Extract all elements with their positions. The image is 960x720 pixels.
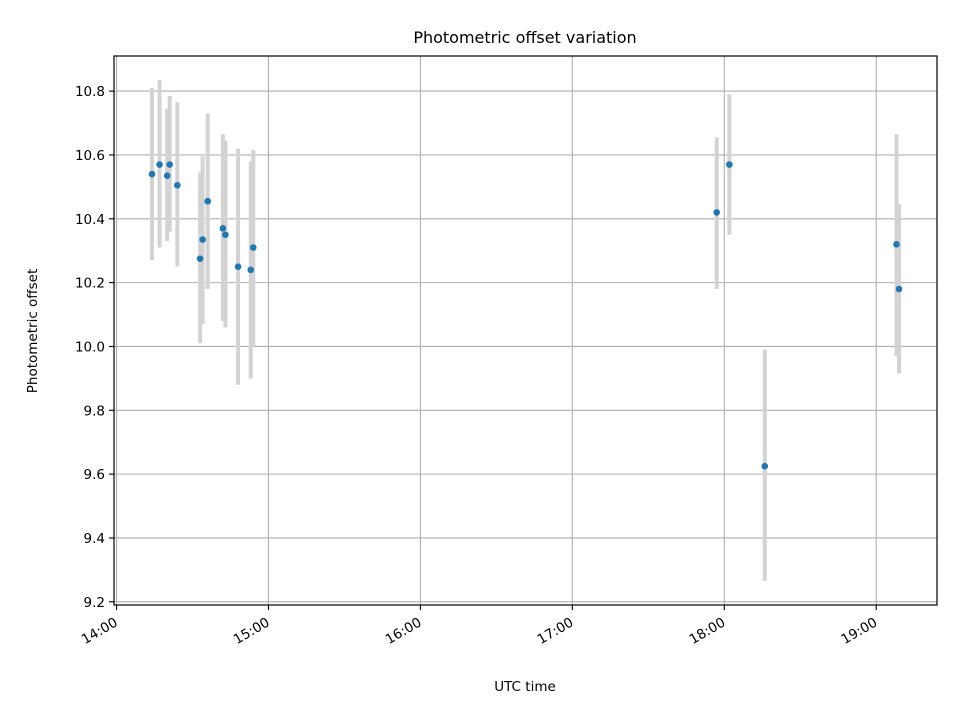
data-point xyxy=(895,285,903,293)
data-point xyxy=(156,161,163,168)
data-point xyxy=(249,244,257,251)
y-tick-label: 10.6 xyxy=(75,148,105,164)
data-point xyxy=(174,181,181,189)
data-point xyxy=(204,197,211,205)
x-axis-label: UTC time xyxy=(494,679,556,695)
data-point xyxy=(166,161,174,168)
y-tick-label: 10.4 xyxy=(75,212,105,228)
data-point xyxy=(726,161,733,168)
y-tick-label: 9.4 xyxy=(84,531,105,547)
y-axis-ticks: 9.2 9.4 9.6 9.8 10.0 10.2 10.4 10.6 10.8 xyxy=(75,84,114,611)
y-tick-label: 9.2 xyxy=(84,595,105,611)
y-tick-label: 10.8 xyxy=(75,84,105,100)
chart-title: Photometric offset variation xyxy=(413,28,636,47)
data-point xyxy=(199,236,206,243)
y-tick-label: 9.8 xyxy=(84,403,105,419)
data-point xyxy=(893,241,900,248)
y-tick-label: 10.0 xyxy=(75,339,105,355)
data-point xyxy=(222,231,229,239)
data-point xyxy=(247,266,255,274)
y-tick-label: 9.6 xyxy=(84,467,105,483)
plot-frame xyxy=(113,55,938,606)
data-point xyxy=(713,209,720,216)
y-tick-label: 10.2 xyxy=(75,276,105,292)
data-point xyxy=(163,172,171,179)
data-point xyxy=(234,263,242,270)
data-points xyxy=(148,161,903,470)
data-point xyxy=(219,225,227,232)
data-point xyxy=(148,170,156,178)
data-point xyxy=(761,462,769,470)
y-axis-label: Photometric offset xyxy=(25,269,41,393)
data-point xyxy=(196,255,204,262)
